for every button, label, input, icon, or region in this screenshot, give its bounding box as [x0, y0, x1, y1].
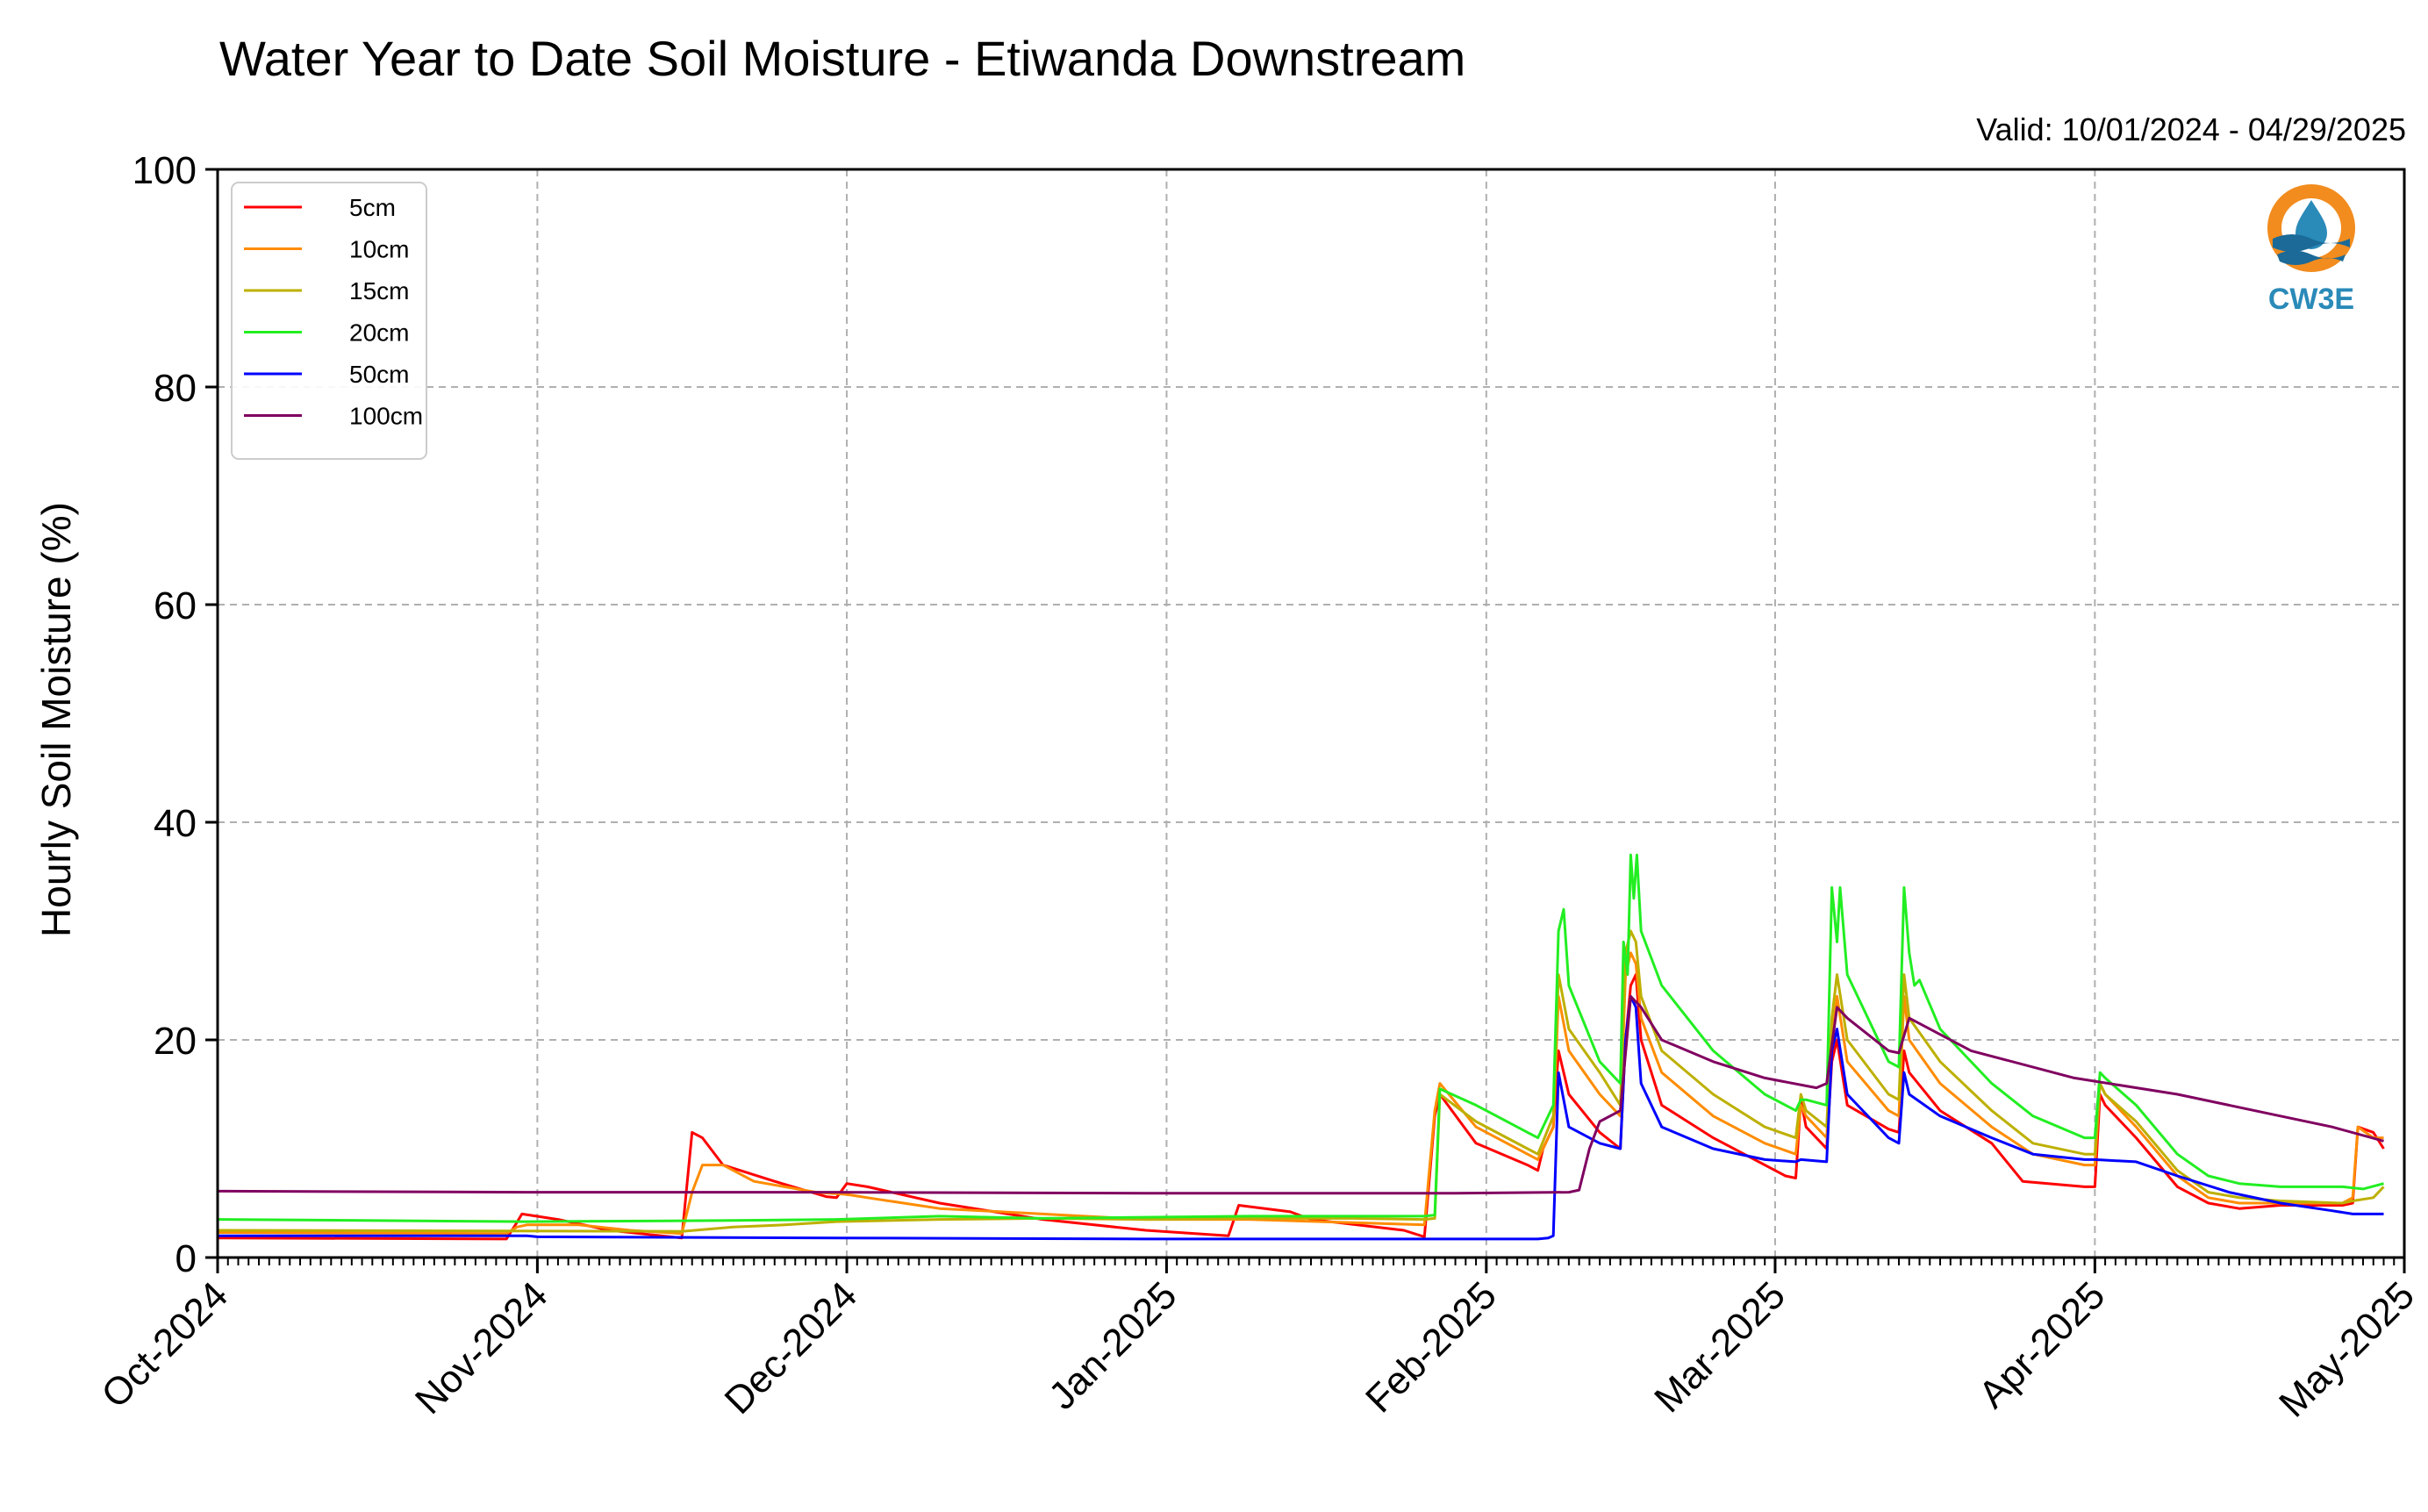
- legend-label: 15cm: [349, 277, 409, 305]
- grid: [218, 169, 2404, 1258]
- logo-wave-1: [2273, 234, 2350, 252]
- series-line-20cm: [217, 853, 2384, 1223]
- legend-label: 5cm: [349, 194, 396, 221]
- x-tick-label: Feb-2025: [1357, 1273, 1505, 1421]
- x-tick-label: Oct-2024: [93, 1273, 236, 1416]
- chart-title: Water Year to Date Soil Moisture - Etiwa…: [219, 31, 1465, 86]
- x-tick-label: Jan-2025: [1041, 1273, 1185, 1417]
- chart-subtitle: Valid: 10/01/2024 - 04/29/2025: [1976, 111, 2406, 147]
- cw3e-logo: CW3E: [2267, 184, 2355, 316]
- y-tick-label: 100: [133, 149, 197, 192]
- y-axis-label: Hourly Soil Moisture (%): [33, 502, 79, 937]
- legend-label: 10cm: [349, 236, 409, 263]
- legend-box: [231, 182, 427, 460]
- series-line-15cm: [217, 929, 2385, 1233]
- legend-label: 100cm: [349, 403, 423, 430]
- logo-text: CW3E: [2268, 283, 2354, 316]
- series-lines: [217, 853, 2385, 1241]
- x-tick-label: May-2025: [2271, 1273, 2423, 1425]
- plot-frame: [216, 168, 2406, 1259]
- logo-wave-2: [2277, 250, 2346, 265]
- series-line-100cm: [217, 994, 2384, 1195]
- legend-label: 50cm: [349, 361, 409, 388]
- y-tick-label: 20: [154, 1020, 197, 1063]
- y-tick-label: 60: [154, 584, 197, 627]
- x-tick-label: Nov-2024: [407, 1273, 556, 1422]
- y-tick-label: 80: [154, 367, 197, 410]
- y-tick-label: 40: [154, 802, 197, 845]
- series-line-50cm: [218, 994, 2384, 1241]
- x-tick-label: Dec-2024: [717, 1273, 866, 1422]
- x-tick-label: Mar-2025: [1646, 1273, 1794, 1421]
- y-tick-label: 0: [175, 1237, 197, 1280]
- x-tick-label: Apr-2025: [1971, 1273, 2114, 1416]
- legend-label: 20cm: [349, 319, 409, 347]
- series-line-5cm: [217, 973, 2385, 1241]
- legend: 5cm 10cm 15cm 20cm 50cm 100cm: [231, 182, 427, 460]
